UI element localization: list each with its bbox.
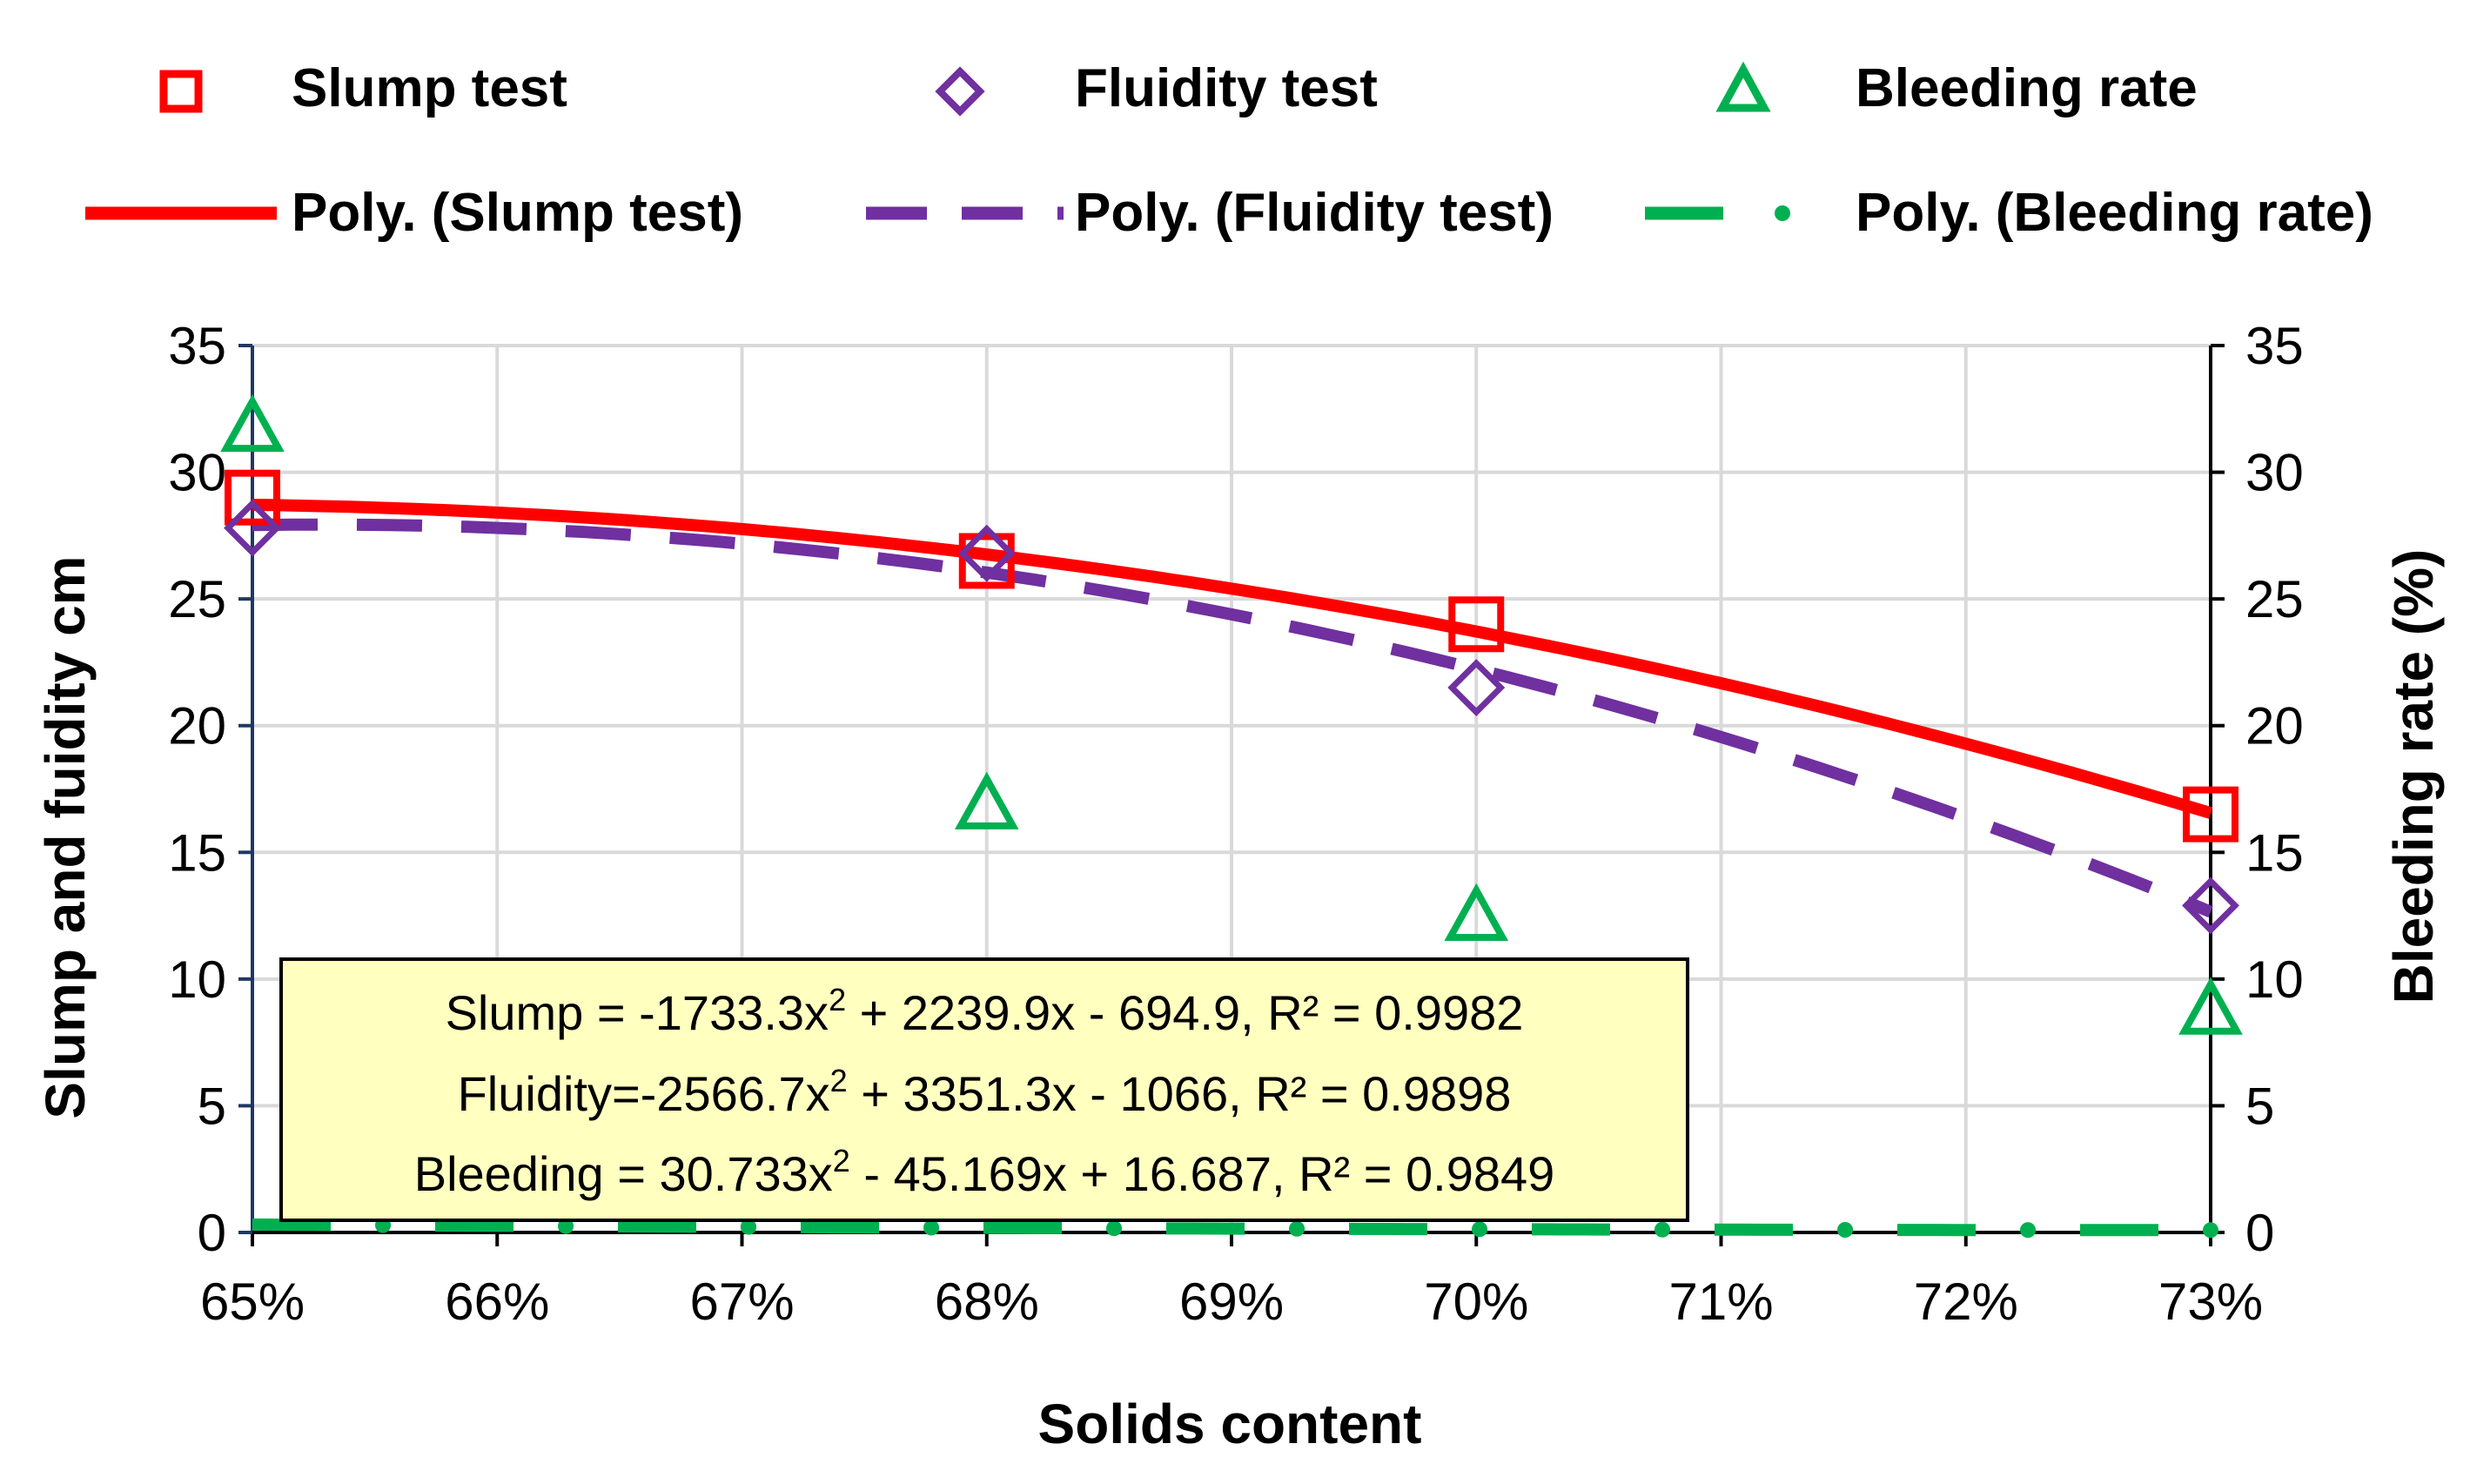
y-tick-label-right: 20 [2245,697,2304,755]
slump-point [225,469,280,526]
y-tick-label-right: 10 [2245,950,2304,1009]
slump-point [958,533,1015,589]
y-tick-label-left: 30 [168,444,226,502]
x-tick-label: 71% [1668,1272,1773,1331]
legend-slump-fit-label: Poly. (Slump test) [292,183,743,243]
x-tick-label: 72% [1914,1272,2018,1331]
legend-fluidity-fit-label: Poly. (Fluidity test) [1075,183,1554,243]
slump-equation: Slump = -1733.3x2 + 2239.9x - 694.9, R² … [446,982,1524,1040]
x-tick-label: 73% [2158,1272,2263,1331]
fluidity-point [2182,876,2239,935]
y-tick-label-right: 15 [2245,823,2304,882]
fluidity-point [224,499,281,557]
bleeding-point [2178,977,2243,1035]
legend: Slump test Fluidity test Bleeding rate P… [85,58,2373,243]
y-tick-label-right: 5 [2245,1077,2274,1135]
legend-bleeding-marker [1715,61,1771,112]
left-axis-title: Slump and fuidity cm [34,555,97,1118]
bleeding-point [220,393,285,453]
y-tick-label-left: 35 [168,317,226,375]
equation-box-frame [279,957,1689,1222]
legend-fluidity-marker [935,66,985,117]
bleeding-point [954,771,1019,829]
y-tick-label-left: 20 [168,697,226,755]
legend-bleeding-fit-dot [1775,205,1790,221]
bleeding-equation: Bleeding = 30.733x2 - 45.169x + 16.687, … [414,1143,1555,1201]
slump-point [1448,596,1505,653]
x-tick-label: 66% [445,1272,549,1331]
legend-bleeding-label: Bleeding rate [1856,58,2198,118]
x-tick-label: 67% [689,1272,794,1331]
fluidity-point [1447,659,1506,716]
x-tick-label: 69% [1179,1272,1284,1331]
legend-slump-label: Slump test [292,58,567,118]
y-tick-label-right: 0 [2245,1204,2274,1262]
fluidity-equation: Fluidity=-2566.7x2 + 3351.3x - 1066, R² … [458,1063,1512,1121]
right-axis-title: Bleeding rate (%) [2382,549,2445,1004]
legend-fluidity-label: Fluidity test [1075,58,1378,118]
fluidity-point [957,524,1016,582]
y-tick-label-left: 15 [168,823,226,882]
y-tick-label-left: 10 [168,950,226,1009]
x-tick-label: 65% [200,1272,305,1331]
x-tick-label: 68% [935,1272,1039,1331]
y-tick-label-right: 25 [2245,570,2304,628]
x-axis-title: Solids content [1038,1393,1422,1455]
y-tick-label-right: 35 [2245,317,2304,375]
legend-slump-marker [159,70,203,113]
y-tick-label-left: 25 [168,570,226,628]
trendline-fluidity [252,518,2213,918]
equation-box: Slump = -1733.3x2 + 2239.9x - 694.9, R² … [279,957,1689,1222]
y-tick-label-left: 0 [198,1204,226,1262]
y-tick-label-right: 30 [2245,444,2304,502]
trendline-slump [252,499,2212,819]
bleeding-point [1444,883,1509,941]
x-tick-label: 70% [1424,1272,1528,1331]
y-tick-label-left: 5 [198,1077,226,1135]
legend-bleeding-fit-label: Poly. (Bleeding rate) [1856,183,2373,243]
slump-point [2183,786,2238,843]
trendline-bleeding [252,1218,2211,1237]
